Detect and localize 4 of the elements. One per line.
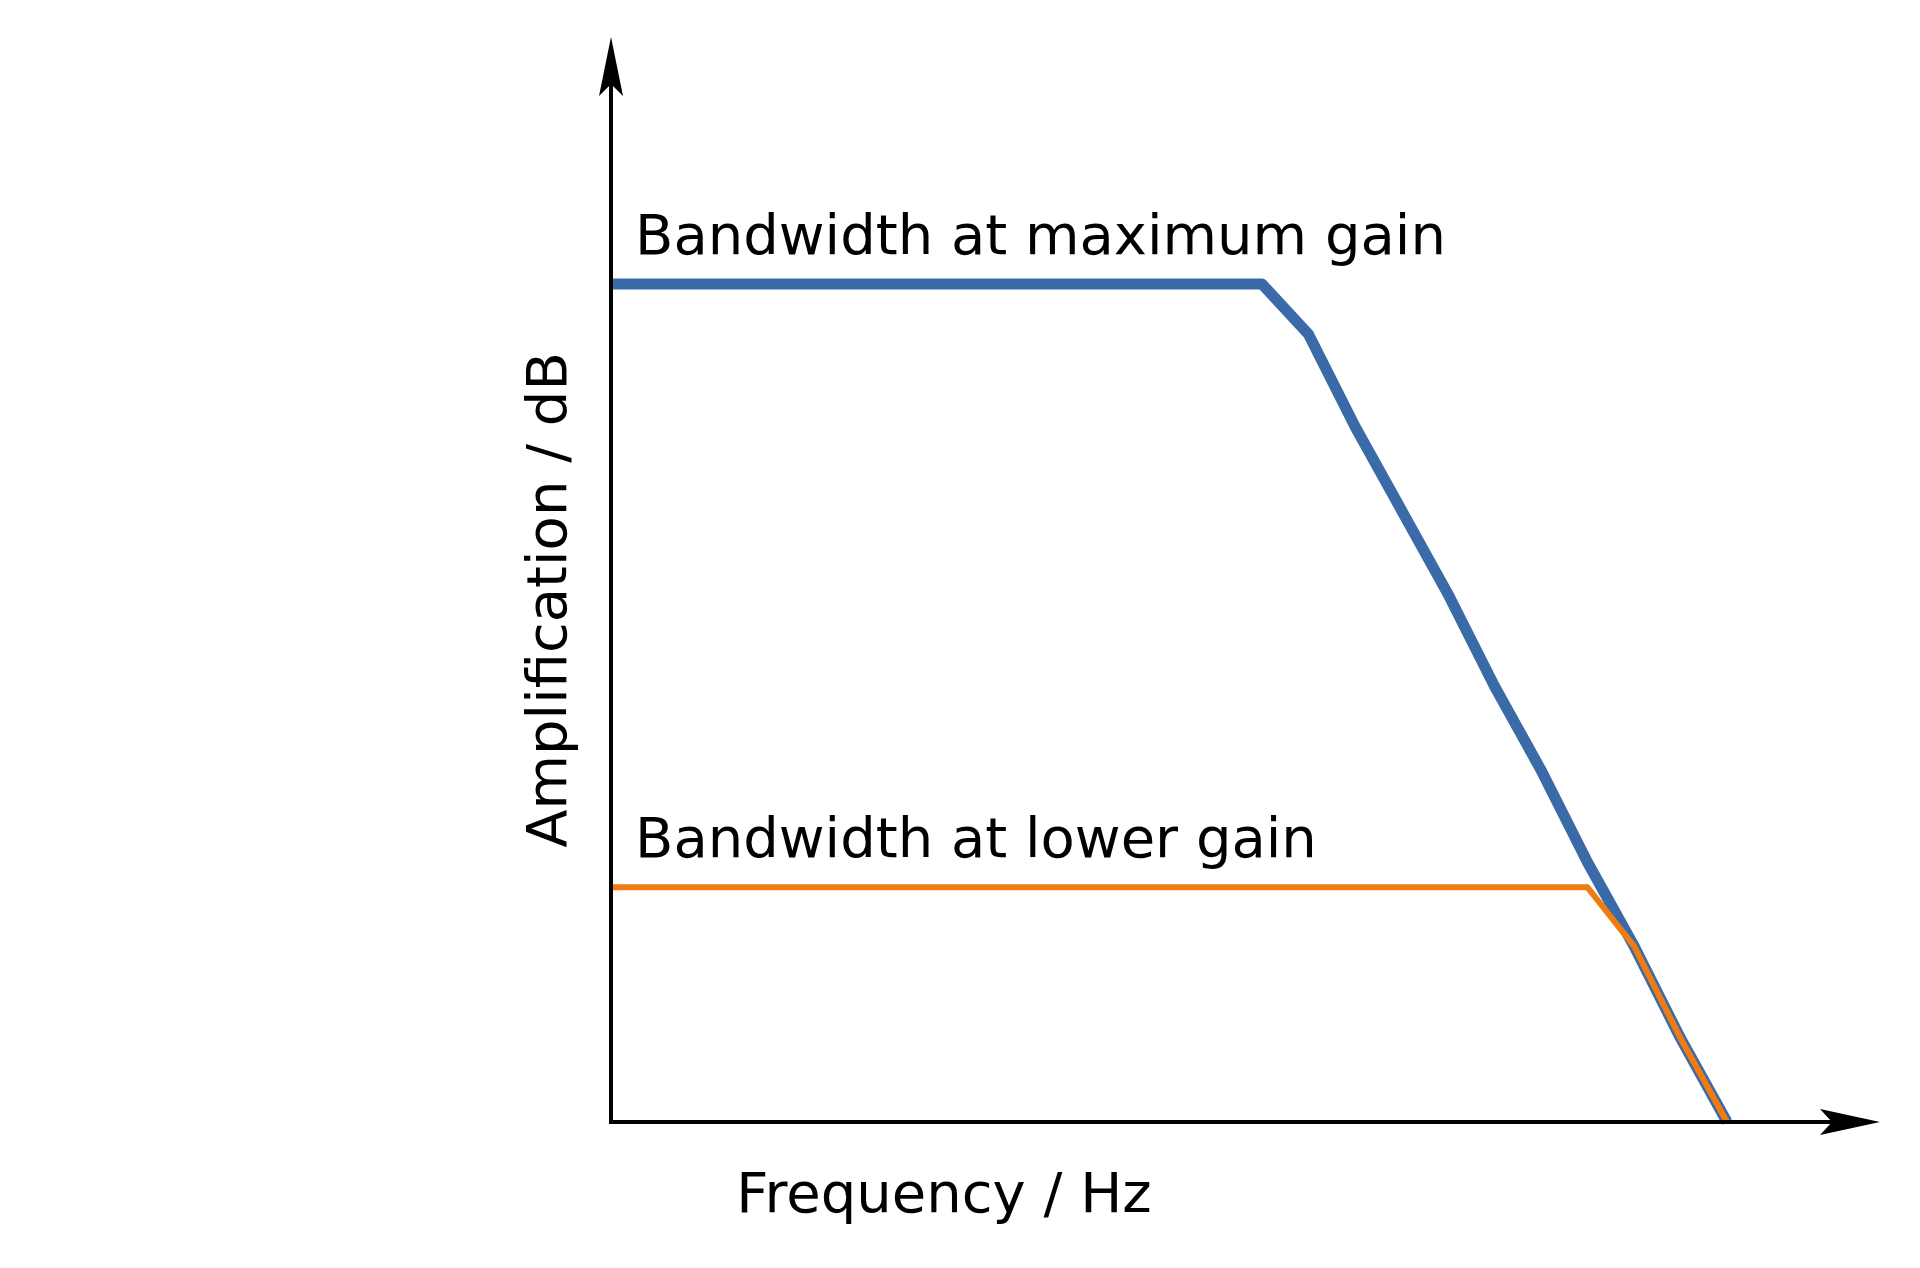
x-axis-title: Frequency / Hz [736,1160,1152,1225]
series-label: Bandwidth at lower gain [635,805,1317,871]
y-axis-title: Amplification / dB [514,352,579,848]
series-label: Bandwidth at maximum gain [635,202,1446,267]
